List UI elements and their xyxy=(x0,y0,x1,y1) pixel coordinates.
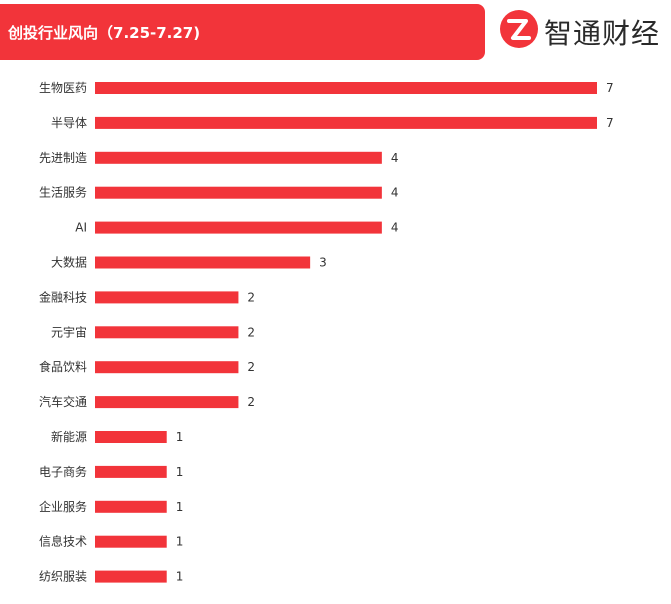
value-label: 7 xyxy=(606,81,614,95)
bar-chart: 生物医药 7 半导体 7 先进制造 4 生活服务 4 AI 4 大数据 3 金融科技 2 元宇宙 2 食品饮料 2… xyxy=(39,81,614,584)
bar xyxy=(95,291,239,304)
value-label: 2 xyxy=(247,325,255,339)
value-label: 1 xyxy=(176,465,184,479)
category-label: 企业服务 xyxy=(39,499,87,514)
bar xyxy=(95,116,597,129)
bar xyxy=(95,326,239,339)
bar xyxy=(95,221,382,234)
bar xyxy=(95,256,311,269)
value-label: 7 xyxy=(606,116,614,130)
bar xyxy=(95,570,167,583)
value-label: 1 xyxy=(176,430,184,444)
brand-logo: 智通财经 xyxy=(499,9,669,53)
category-label: 生活服务 xyxy=(39,185,87,200)
bar xyxy=(95,500,167,513)
category-label: 新能源 xyxy=(51,429,87,444)
category-label: 金融科技 xyxy=(39,289,87,304)
category-label: 食品饮料 xyxy=(39,359,87,374)
bar xyxy=(95,151,382,164)
category-label: 汽车交通 xyxy=(39,394,87,409)
bar xyxy=(95,431,167,443)
category-label: 生物医药 xyxy=(39,81,87,95)
title-banner: 创投行业风向（7.25-7.27) xyxy=(0,4,485,60)
bar xyxy=(95,535,167,548)
category-label: 半导体 xyxy=(51,116,87,130)
bar xyxy=(95,361,239,374)
value-label: 1 xyxy=(176,570,184,584)
category-label: 先进制造 xyxy=(39,151,87,165)
value-label: 4 xyxy=(391,186,399,200)
bar xyxy=(95,186,382,199)
category-label: 元宇宙 xyxy=(51,324,87,339)
page-title: 创投行业风向（7.25-7.27) xyxy=(8,24,201,42)
value-label: 3 xyxy=(319,256,327,270)
category-label: 信息技术 xyxy=(39,534,87,549)
bar xyxy=(95,465,167,478)
value-label: 1 xyxy=(176,535,184,549)
category-label: AI xyxy=(75,221,87,235)
category-label: 纺织服装 xyxy=(39,570,87,584)
bar xyxy=(95,82,597,94)
category-label: 大数据 xyxy=(51,255,87,270)
value-label: 4 xyxy=(391,151,399,165)
value-label: 2 xyxy=(247,290,255,304)
brand-logo-icon xyxy=(500,10,538,48)
value-label: 2 xyxy=(247,360,255,374)
value-label: 1 xyxy=(176,500,184,514)
category-label: 电子商务 xyxy=(39,464,87,479)
brand-name: 智通财经 xyxy=(544,17,661,50)
value-label: 4 xyxy=(391,221,399,235)
bar xyxy=(95,396,239,409)
value-label: 2 xyxy=(247,395,255,409)
